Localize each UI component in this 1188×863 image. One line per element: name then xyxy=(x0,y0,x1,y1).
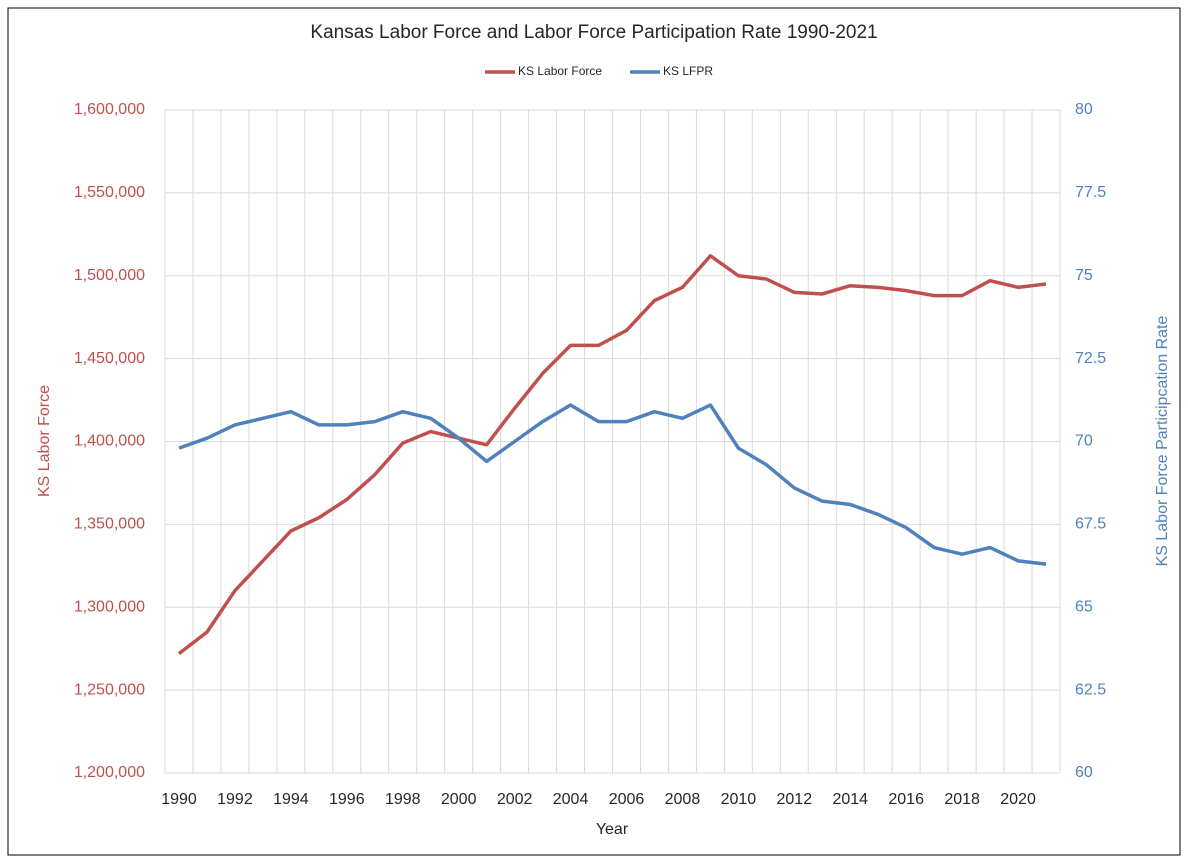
legend-label: KS Labor Force xyxy=(518,64,602,78)
y2-tick-label: 70 xyxy=(1075,433,1093,450)
y-tick-label: 1,400,000 xyxy=(74,433,145,450)
y-tick-label: 1,250,000 xyxy=(74,681,145,698)
y2-tick-label: 77.5 xyxy=(1075,184,1106,201)
chart-border xyxy=(7,7,1181,856)
y2-tick-label: 80 xyxy=(1075,101,1093,118)
y-tick-label: 1,200,000 xyxy=(74,764,145,781)
x-tick-label: 2012 xyxy=(777,791,813,808)
y2-tick-label: 62.5 xyxy=(1075,681,1106,698)
y-tick-label: 1,550,000 xyxy=(74,184,145,201)
legend-label: KS LFPR xyxy=(663,64,713,78)
x-tick-label: 2006 xyxy=(609,791,645,808)
x-tick-label: 1994 xyxy=(273,791,309,808)
y-tick-label: 1,350,000 xyxy=(74,516,145,533)
x-tick-label: 2002 xyxy=(497,791,533,808)
y-tick-label: 1,500,000 xyxy=(74,267,145,284)
x-tick-label: 2014 xyxy=(832,791,868,808)
x-tick-label: 2000 xyxy=(441,791,477,808)
x-tick-label: 2010 xyxy=(721,791,757,808)
x-tick-label: 2004 xyxy=(553,791,589,808)
y2-tick-label: 72.5 xyxy=(1075,350,1106,367)
y-axis-title: KS Labor Force xyxy=(36,385,53,497)
x-tick-label: 2020 xyxy=(1000,791,1036,808)
chart-title: Kansas Labor Force and Labor Force Parti… xyxy=(310,22,877,43)
x-tick-label: 1990 xyxy=(161,791,197,808)
y2-axis-title: KS Labor Force Participcation Rate xyxy=(1154,316,1171,567)
x-axis-title: Year xyxy=(596,821,629,838)
x-tick-label: 2016 xyxy=(888,791,924,808)
x-tick-label: 1998 xyxy=(385,791,421,808)
y-tick-label: 1,300,000 xyxy=(74,598,145,615)
x-tick-label: 2018 xyxy=(944,791,980,808)
y2-tick-label: 75 xyxy=(1075,267,1093,284)
series-line xyxy=(178,403,1047,566)
y2-tick-label: 67.5 xyxy=(1075,516,1106,533)
y-tick-label: 1,450,000 xyxy=(74,350,145,367)
x-tick-label: 2008 xyxy=(665,791,701,808)
y-tick-label: 1,600,000 xyxy=(74,101,145,118)
y2-tick-label: 60 xyxy=(1075,764,1093,781)
x-tick-label: 1992 xyxy=(217,791,253,808)
y2-tick-label: 65 xyxy=(1075,598,1093,615)
x-tick-label: 1996 xyxy=(329,791,365,808)
series-line xyxy=(177,254,1047,656)
